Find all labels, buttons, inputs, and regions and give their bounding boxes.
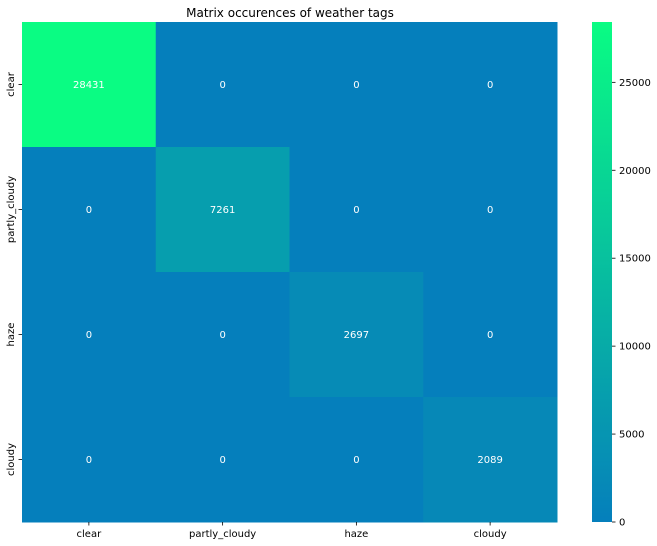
cell-value-label: 0 <box>487 330 493 341</box>
heatmap-cell <box>22 147 157 273</box>
cell-value-label: 0 <box>86 455 92 466</box>
cell-value-label: 0 <box>219 455 225 466</box>
chart-title: Matrix occurences of weather tags <box>186 6 394 20</box>
heatmap-cell <box>423 22 558 148</box>
cell-value-label: 2697 <box>344 330 369 341</box>
heatmap-cell <box>22 397 157 523</box>
colorbar-tick-label: 0 <box>619 518 625 529</box>
y-tick-label: haze <box>6 323 17 347</box>
colorbar <box>592 22 612 522</box>
cell-value-label: 28431 <box>73 80 105 91</box>
x-tick-label: partly_cloudy <box>189 529 256 540</box>
heatmap-cell <box>155 397 290 523</box>
heatmap-cell <box>423 397 558 523</box>
y-tick-label: partly_cloudy <box>6 176 17 243</box>
cell-value-label: 0 <box>219 80 225 91</box>
heatmap-cell <box>22 22 157 148</box>
heatmap-cell <box>423 147 558 273</box>
x-tick-label: cloudy <box>474 529 507 540</box>
heatmap-cell <box>155 272 290 398</box>
colorbar-tick-label: 10000 <box>619 342 651 353</box>
cell-value-label: 0 <box>353 80 359 91</box>
cell-annotations: 28431 0 0 0 0 7261 0 0 0 0 2697 0 0 0 0 2089 <box>73 80 503 466</box>
colorbar-tick-label: 15000 <box>619 254 651 265</box>
heatmap-cell <box>289 397 424 523</box>
x-tick-label: haze <box>344 529 368 540</box>
cell-value-label: 0 <box>487 205 493 216</box>
heatmap-cells <box>22 22 558 523</box>
y-tick-label: cloudy <box>6 443 17 476</box>
cell-value-label: 2089 <box>477 455 502 466</box>
cell-value-label: 0 <box>353 455 359 466</box>
heatmap-cell <box>22 272 157 398</box>
heatmap-cell <box>289 22 424 148</box>
cell-value-label: 0 <box>86 330 92 341</box>
cell-value-label: 0 <box>219 330 225 341</box>
heatmap-cell <box>155 147 290 273</box>
heatmap-cell <box>289 272 424 398</box>
colorbar-axis: 0 5000 10000 15000 20000 25000 <box>612 78 651 529</box>
colorbar-tick-label: 20000 <box>619 166 651 177</box>
x-tick-label: clear <box>77 529 103 540</box>
heatmap-cell <box>155 22 290 148</box>
x-axis: clear partly_cloudy haze cloudy <box>77 522 507 540</box>
heatmap-cell <box>289 147 424 273</box>
cell-value-label: 0 <box>353 205 359 216</box>
heatmap-cell <box>423 272 558 398</box>
colorbar-tick-label: 5000 <box>619 430 644 441</box>
cell-value-label: 0 <box>86 205 92 216</box>
colorbar-tick-label: 25000 <box>619 78 651 89</box>
y-tick-label: clear <box>6 71 17 97</box>
cell-value-label: 0 <box>487 80 493 91</box>
cell-value-label: 7261 <box>210 205 235 216</box>
